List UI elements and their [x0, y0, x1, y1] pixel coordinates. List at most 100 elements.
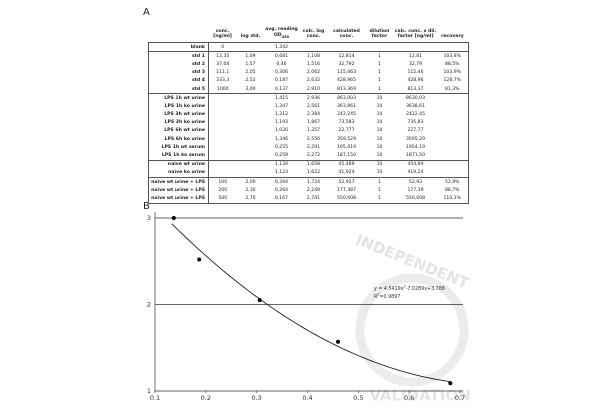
table-cell: 1000	[216, 86, 229, 92]
header-cell: avg. reading OD450	[265, 15, 299, 43]
table-cell: 359,529	[337, 136, 356, 142]
table-cell: 813,369	[337, 86, 356, 92]
row-group: blank 0 1,342	[148, 42, 469, 52]
x-tick-label: 0.4	[302, 394, 312, 402]
table-cell: 1,312	[274, 112, 289, 118]
table-cell: 2422,45	[406, 112, 425, 118]
watermark-text: INDEPENDENT	[353, 231, 472, 293]
table-cell: 1,347	[274, 103, 289, 109]
row-label: naive ko urine	[148, 168, 209, 178]
table-cell: 1,134	[274, 162, 289, 168]
data-point	[336, 339, 340, 344]
table-cell: 1,026	[274, 128, 289, 134]
y-tick-label: 3	[147, 214, 151, 222]
table-cell: 10	[376, 170, 383, 176]
table-cell: 3595,29	[406, 136, 425, 142]
table-cell: 0,167	[274, 195, 289, 201]
table-cell: 419,24	[407, 170, 424, 176]
table-cell: 2,70	[245, 195, 256, 201]
table-cell: 10	[376, 103, 383, 109]
table-cell: 195,419	[337, 144, 356, 150]
table-row: LPS 6h wt urine 1,026 1,357 22,777 10 227,77	[148, 126, 469, 136]
header-sub: 450	[281, 34, 290, 39]
row-label: std 3	[148, 68, 209, 77]
panel-label: A	[143, 7, 150, 18]
row-label: LPS 1h wt urine	[148, 93, 209, 103]
row-group: LPS 1h wt urine 1,415 2,936 863,003 10 8630,0…	[148, 93, 469, 161]
table-row: naive wt urine + LPS 200 2,30 0,264 2,249 177…	[148, 186, 469, 195]
table-row: naive wt urine 1,134 1,658 45,489 10 454,89	[148, 160, 469, 169]
table-cell: 550,608	[337, 195, 356, 201]
table-cell: 1	[378, 78, 381, 84]
table-cell: 2,556	[306, 136, 321, 142]
table-cell: 37,04	[216, 61, 230, 67]
row-label: LPS 6h ko urine	[148, 135, 209, 144]
watermark-circle	[355, 273, 469, 387]
table-cell: 2,05	[245, 70, 256, 76]
table-cell: 227,77	[407, 128, 424, 134]
table-row: LPS 1h wt urine 1,415 2,936 863,003 10 8630,0…	[148, 93, 469, 103]
table-cell: 735,83	[407, 120, 424, 126]
header-text: avg. reading OD	[265, 26, 298, 38]
table-cell: 2,52	[245, 78, 256, 84]
x-tick-label: 0.7	[455, 394, 465, 402]
table-cell: 1	[378, 70, 381, 76]
table-cell: 128,7%	[443, 78, 462, 84]
table-cell: 52,9%	[444, 179, 460, 185]
table-cell: 177,39	[407, 187, 424, 193]
table-cell: 200	[218, 187, 228, 193]
header-cell: conc. [ng/ml]	[213, 28, 232, 40]
table-cell: 1,658	[306, 162, 321, 168]
table-cell: 2,936	[306, 95, 321, 101]
table-cell: 12,35	[216, 53, 230, 59]
row-label: naive wt urine + LPS	[148, 194, 209, 204]
table-cell: 2,062	[306, 70, 321, 76]
table-cell: 177,387	[337, 187, 356, 193]
table-cell: 813,37	[407, 86, 424, 92]
row-label: std 4	[148, 76, 209, 85]
equation: y = 4.5419x2-7.0289x+3.788	[374, 285, 445, 292]
table-cell: 0,306	[274, 70, 289, 76]
table-cell: 110,1%	[443, 195, 462, 201]
row-label: blank	[148, 42, 209, 52]
table-row: naive wt urine + LPS 500 2,70 0,167 2,741 550…	[148, 194, 469, 204]
table-cell: 242,245	[337, 112, 356, 118]
table-header: conc. [ng/ml] log std. avg. reading OD450 c…	[149, 15, 469, 43]
table-cell: 1	[378, 195, 381, 201]
header-row: conc. [ng/ml] log std. avg. reading OD450 c…	[149, 15, 469, 43]
table-row: std 5 1000 3,00 0,137 2,910 813,369 1 813,37 81,…	[148, 84, 469, 94]
table-row: std 3 111,1 2,05 0,306 2,062 115,463 1 115,46 10…	[148, 68, 469, 77]
row-label: naive wt urine + LPS	[148, 186, 209, 195]
row-label: LPS 1h ko urine	[148, 102, 209, 111]
table-cell: 52,927	[338, 179, 355, 185]
table-row: LPS 1h ko serum 0,259 2,272 187,150 10 1871,5…	[148, 151, 469, 161]
table-cell: 2,30	[245, 187, 256, 193]
equation-part: -7.0289x+3.788	[406, 286, 445, 292]
x-tick-label: 0.2	[201, 394, 211, 402]
table-row: LPS 3h wt urine 1,312 2,384 242,245 10 2422,4…	[148, 110, 469, 119]
table-cell: 0,137	[274, 86, 289, 92]
table-cell: 0,46	[276, 61, 287, 67]
table-cell: 1	[378, 179, 381, 185]
fit-curve	[171, 223, 451, 383]
data-point	[257, 298, 262, 303]
table-cell: 1,123	[274, 170, 289, 176]
table-cell: 1,724	[306, 179, 321, 185]
table-cell: 10	[376, 112, 383, 118]
table-cell: 10	[376, 153, 383, 159]
table-row: LPS 6h ko urine 1,346 2,556 359,529 10 3595,2…	[148, 135, 469, 144]
header-cell: dilution factor	[369, 28, 390, 40]
equation-sup: 2	[377, 293, 379, 297]
table-cell: 32,792	[338, 61, 355, 67]
row-label: std 1	[148, 51, 209, 61]
table-cell: 115,463	[337, 70, 356, 76]
table-cell: 428,96	[407, 78, 424, 84]
table-cell: 1,57	[245, 61, 256, 67]
header-cell: log std.	[240, 34, 261, 40]
table-cell: 73,583	[338, 120, 355, 126]
row-label: LPS 3h ko urine	[148, 118, 209, 127]
table-cell: 2,249	[306, 187, 321, 193]
table-row: naive ko urine 1,123 1,622 41,924 10 419,24	[148, 168, 469, 178]
table-cell: 363,861	[337, 103, 356, 109]
table-cell: 22,777	[338, 128, 355, 134]
